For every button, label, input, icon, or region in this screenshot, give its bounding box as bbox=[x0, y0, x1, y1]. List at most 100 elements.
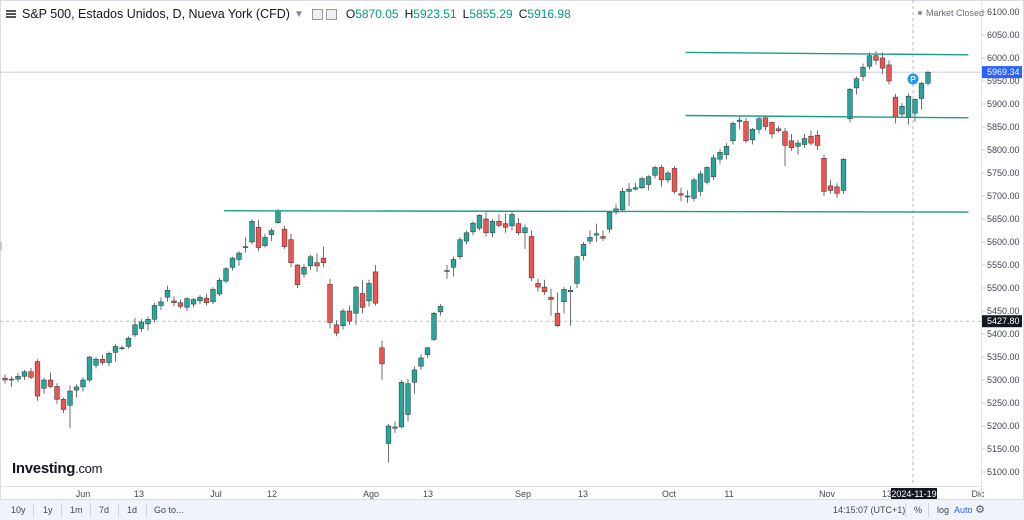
candle[interactable] bbox=[749, 127, 756, 145]
candle[interactable] bbox=[626, 183, 632, 207]
candle[interactable] bbox=[905, 93, 912, 125]
menu-icon[interactable] bbox=[6, 10, 16, 18]
event-marker[interactable]: P bbox=[907, 73, 919, 85]
candle[interactable] bbox=[41, 377, 47, 394]
candle[interactable] bbox=[645, 175, 652, 191]
candle[interactable] bbox=[561, 287, 567, 314]
candle[interactable] bbox=[821, 154, 827, 196]
candle[interactable] bbox=[99, 354, 106, 366]
candle[interactable] bbox=[2, 374, 8, 384]
candle[interactable] bbox=[918, 81, 925, 110]
candle[interactable] bbox=[184, 297, 190, 311]
candle[interactable] bbox=[34, 359, 41, 401]
candle[interactable] bbox=[86, 356, 93, 383]
candle[interactable] bbox=[678, 187, 684, 202]
candle[interactable] bbox=[509, 212, 515, 231]
candle[interactable] bbox=[736, 116, 743, 130]
candle[interactable] bbox=[229, 256, 236, 271]
candle[interactable] bbox=[268, 228, 275, 242]
candle[interactable] bbox=[54, 383, 60, 404]
candle[interactable] bbox=[314, 253, 320, 272]
candle[interactable] bbox=[21, 369, 28, 380]
candle[interactable] bbox=[697, 170, 704, 196]
close-box-icon[interactable] bbox=[325, 8, 337, 20]
candle[interactable] bbox=[255, 219, 262, 252]
candle[interactable] bbox=[411, 366, 418, 394]
candle[interactable] bbox=[132, 317, 138, 338]
trendline-3[interactable] bbox=[223, 210, 969, 213]
candle[interactable] bbox=[236, 251, 242, 266]
candle[interactable] bbox=[431, 311, 437, 341]
candle[interactable] bbox=[73, 384, 80, 398]
candle[interactable] bbox=[197, 294, 203, 305]
candle[interactable] bbox=[288, 233, 294, 268]
candle[interactable] bbox=[684, 190, 691, 203]
candle[interactable] bbox=[899, 103, 905, 117]
candle[interactable] bbox=[866, 52, 873, 70]
candle[interactable] bbox=[574, 255, 580, 288]
candle[interactable] bbox=[15, 373, 21, 383]
candle[interactable] bbox=[125, 336, 132, 349]
auto-toggle[interactable]: Auto bbox=[954, 505, 973, 515]
candle[interactable] bbox=[567, 285, 574, 326]
candle[interactable] bbox=[879, 52, 886, 75]
candle[interactable] bbox=[158, 297, 164, 311]
candle[interactable] bbox=[808, 130, 814, 146]
candle[interactable] bbox=[151, 302, 158, 323]
candle[interactable] bbox=[392, 421, 398, 433]
percent-toggle[interactable]: % bbox=[914, 505, 923, 515]
candle[interactable] bbox=[457, 237, 463, 260]
candle[interactable] bbox=[535, 278, 541, 292]
candle[interactable] bbox=[171, 296, 177, 307]
candle[interactable] bbox=[691, 177, 697, 202]
candle[interactable] bbox=[723, 143, 730, 160]
candle[interactable] bbox=[483, 212, 489, 237]
log-toggle[interactable]: log bbox=[937, 505, 950, 515]
candle[interactable] bbox=[593, 223, 600, 242]
candle[interactable] bbox=[119, 345, 125, 351]
candle[interactable] bbox=[522, 224, 528, 249]
candle[interactable] bbox=[873, 51, 879, 65]
candle[interactable] bbox=[424, 346, 431, 358]
settings-box-icon[interactable] bbox=[311, 8, 323, 20]
candle[interactable] bbox=[385, 423, 392, 463]
candle[interactable] bbox=[28, 368, 34, 380]
candle[interactable] bbox=[580, 242, 587, 261]
candle[interactable] bbox=[541, 279, 548, 295]
candle[interactable] bbox=[548, 288, 554, 316]
candle[interactable] bbox=[210, 287, 216, 305]
candle[interactable] bbox=[756, 116, 762, 134]
candle[interactable] bbox=[470, 221, 476, 236]
candle[interactable] bbox=[606, 210, 613, 233]
candle[interactable] bbox=[925, 70, 931, 86]
candle[interactable] bbox=[814, 130, 821, 150]
candle[interactable] bbox=[379, 340, 385, 380]
candle[interactable] bbox=[366, 279, 372, 307]
candle[interactable] bbox=[619, 187, 626, 213]
candle[interactable] bbox=[60, 397, 67, 414]
candle[interactable] bbox=[528, 230, 535, 282]
candle[interactable] bbox=[450, 256, 457, 277]
candle[interactable] bbox=[671, 166, 678, 194]
candle[interactable] bbox=[346, 305, 353, 325]
candle[interactable] bbox=[327, 278, 333, 329]
candle[interactable] bbox=[515, 218, 522, 236]
candle[interactable] bbox=[769, 121, 775, 139]
candle[interactable] bbox=[554, 292, 561, 328]
candle[interactable] bbox=[502, 213, 509, 233]
candle[interactable] bbox=[827, 179, 834, 194]
candle[interactable] bbox=[795, 139, 801, 155]
candle[interactable] bbox=[8, 376, 15, 387]
candle[interactable] bbox=[665, 170, 671, 184]
candle[interactable] bbox=[730, 121, 736, 145]
candle[interactable] bbox=[886, 60, 892, 85]
candle[interactable] bbox=[203, 293, 210, 306]
candle[interactable] bbox=[190, 298, 197, 308]
candle[interactable] bbox=[359, 279, 366, 314]
candle[interactable] bbox=[294, 264, 301, 288]
trendline-2[interactable] bbox=[685, 114, 969, 119]
candle[interactable] bbox=[489, 219, 496, 238]
candle[interactable] bbox=[762, 115, 769, 131]
candle[interactable] bbox=[710, 154, 717, 180]
candle[interactable] bbox=[743, 117, 749, 144]
